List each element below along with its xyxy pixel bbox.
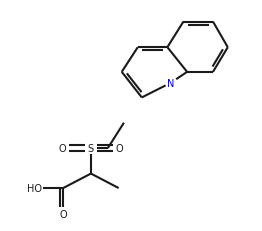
Text: O: O	[59, 143, 66, 153]
Text: O: O	[116, 143, 123, 153]
Text: S: S	[88, 143, 94, 153]
Text: O: O	[59, 209, 67, 219]
Text: N: N	[167, 78, 175, 88]
Text: HO: HO	[27, 183, 42, 193]
